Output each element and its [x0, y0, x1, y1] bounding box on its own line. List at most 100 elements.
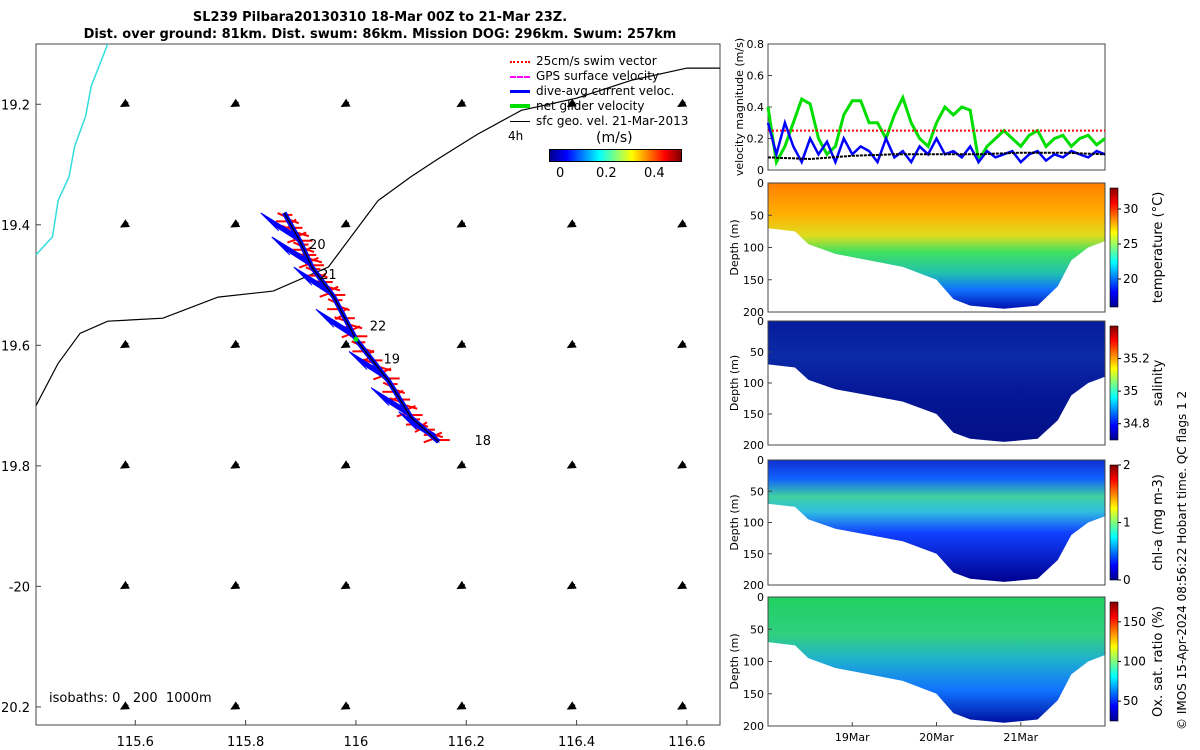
- section-ytick-label: 50: [750, 623, 764, 636]
- day-label: 22: [370, 319, 387, 334]
- section-ytick-label: 0: [757, 315, 764, 328]
- geo-velocity-arrow: [230, 98, 241, 108]
- credit-text: © IMOS 15-Apr-2024 08:56:22 Hobart time.…: [1175, 390, 1189, 730]
- colorbar-label: temperature (°C): [1151, 192, 1166, 304]
- section-ytick-label: 100: [743, 377, 764, 390]
- colorbar-tick-label: 100: [1123, 655, 1146, 669]
- geo-velocity-arrow: [677, 460, 688, 469]
- map-colorbar: [549, 149, 682, 162]
- section-ytick-label: 0: [757, 454, 764, 467]
- map-xtick-label: 115.6: [117, 735, 154, 750]
- section-ytick-label: 50: [750, 485, 764, 498]
- legend-item-gps: GPS surface velocity: [508, 69, 688, 84]
- net-velocity-marker: [353, 336, 359, 342]
- velocity-series-line: [766, 93, 1106, 167]
- geo-velocity-arrow: [677, 98, 688, 108]
- geo-velocity-arrow: [230, 460, 241, 469]
- geo-velocity-arrow: [566, 460, 577, 469]
- colorbar-tick-label: 30: [1123, 202, 1138, 216]
- isobath-line: [35, 67, 720, 406]
- map-xtick-label: 116: [344, 735, 369, 750]
- geo-velocity-arrow: [340, 219, 351, 228]
- day-label: 20: [309, 238, 326, 253]
- geo-velocity-arrow: [456, 98, 467, 108]
- section-ytick-label: 50: [750, 209, 764, 222]
- geo-velocity-arrow: [566, 98, 577, 108]
- temperature-section: 0 50 100 150 200 Depth (m) 30 25 20 temperature (…: [728, 177, 1166, 319]
- section-ylabel: Depth (m): [728, 494, 741, 550]
- section-ytick-label: 100: [743, 517, 764, 530]
- section-xtick-label: 19Mar: [835, 731, 870, 744]
- velocity-ytick-label: 0.8: [747, 38, 765, 51]
- legend-scale-label: 4h: [508, 129, 524, 143]
- velocity-ytick-label: 0.4: [747, 101, 765, 114]
- map-ytick-label: 19.8: [1, 460, 30, 475]
- map-ytick-label: 19.4: [1, 219, 30, 234]
- geo-velocity-arrow: [566, 580, 577, 590]
- section-ytick-label: 200: [743, 439, 764, 452]
- title-line-1: SL239 Pilbara20130310 18-Mar 00Z to 21-M…: [192, 10, 568, 25]
- map-ytick-label: 19.6: [1, 339, 30, 354]
- geo-velocity-arrow: [119, 219, 131, 228]
- map-xtick-label: 115.8: [227, 735, 264, 750]
- velocity-ylabel: velocity magnitude (m/s): [733, 38, 746, 176]
- day-label: 18: [475, 434, 492, 449]
- section-ytick-label: 150: [743, 408, 764, 421]
- map-legend: 25cm/s swim vector GPS surface velocity …: [508, 54, 688, 144]
- section-xtick-label: 20Mar: [919, 731, 954, 744]
- colorbar-tick-label: 0: [1123, 573, 1131, 587]
- section-colorbar: [1109, 601, 1119, 722]
- colorbar-tick-label: 20: [1123, 272, 1138, 286]
- velocity-axes-box: [767, 43, 1106, 171]
- colorbar-label: Ox. sat. ratio (%): [1151, 606, 1166, 717]
- geo-velocity-arrow: [677, 339, 688, 349]
- isobaths-label: isobaths: 0 200 1000m: [49, 691, 212, 706]
- section-ytick-label: 100: [743, 656, 764, 669]
- map-xtick-label: 116.4: [558, 735, 595, 750]
- geo-velocity-arrow: [119, 339, 131, 349]
- glider-track-line: [283, 212, 440, 443]
- geo-velocity-arrow: [119, 580, 131, 590]
- section-fill: [768, 460, 1105, 582]
- map-panel: 115.6 115.8 116 116.2 116.4 116.6 19.2 19.4 19.6…: [1, 43, 721, 750]
- colorbar-tick-label: 35: [1123, 384, 1138, 398]
- section-ytick-label: 200: [743, 306, 764, 319]
- geo-velocity-arrow: [456, 460, 467, 469]
- map-ytick-label: -20: [9, 580, 30, 595]
- legend-item-swim: 25cm/s swim vector: [508, 54, 688, 69]
- geo-velocity-arrow: [340, 460, 351, 469]
- chla-section: 0 50 100 150 200 Depth (m) 2 1 0 chl-a (mg m-3): [728, 454, 1166, 592]
- section-colorbar: [1109, 187, 1119, 308]
- colorbar-tick-label: 34.8: [1123, 417, 1150, 431]
- geo-velocity-arrow: [230, 219, 241, 228]
- velocity-series-line: [767, 151, 1106, 161]
- geo-velocity-arrow: [119, 460, 131, 469]
- geo-velocity-arrow: [566, 339, 577, 349]
- velocity-series-line: [766, 118, 1106, 166]
- figure-title: SL239 Pilbara20130310 18-Mar 00Z to 21-M…: [0, 10, 760, 42]
- colorbar-tick-label: 150: [1123, 615, 1146, 629]
- section-ytick-label: 50: [750, 346, 764, 359]
- geo-velocity-arrow: [456, 580, 467, 590]
- colorbar-tick-label: 2: [1123, 458, 1131, 472]
- map-xtick-label: 116.2: [448, 735, 485, 750]
- section-ylabel: Depth (m): [728, 355, 741, 411]
- colorbar-tick-label: 1: [1123, 516, 1131, 530]
- section-ytick-label: 0: [757, 177, 764, 190]
- geo-velocity-arrow: [677, 580, 688, 590]
- geo-velocity-arrow: [119, 98, 131, 108]
- colorbar-label: chl-a (mg m-3): [1151, 474, 1166, 571]
- legend-item-current: dive-avg current veloc.: [508, 84, 688, 99]
- day-label: 19: [384, 352, 401, 367]
- colorbar-tick-label: 25: [1123, 237, 1138, 251]
- geo-velocity-arrow: [677, 219, 688, 228]
- geo-velocity-arrow: [230, 701, 241, 710]
- map-axes-box: [35, 43, 721, 726]
- geo-velocity-arrow: [566, 219, 577, 228]
- section-ytick-label: 150: [743, 548, 764, 561]
- colorbar-tick-label: 50: [1123, 694, 1138, 708]
